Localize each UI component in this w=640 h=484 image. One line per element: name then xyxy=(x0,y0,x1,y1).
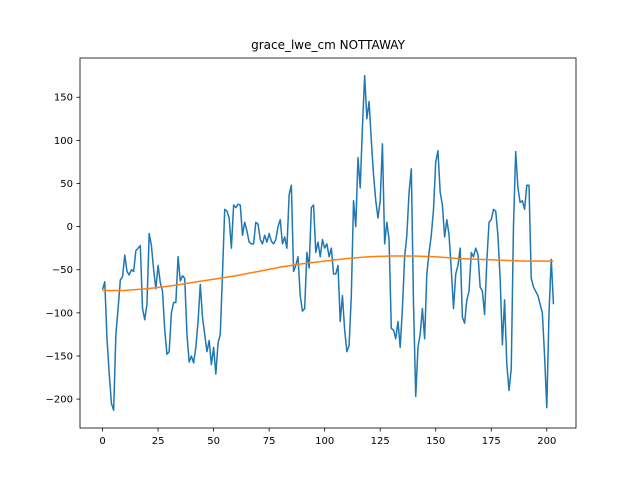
x-tick-label: 200 xyxy=(537,436,556,447)
y-tick-label: −200 xyxy=(46,395,73,406)
y-tick-label: 150 xyxy=(54,93,73,104)
x-tick-label: 175 xyxy=(482,436,501,447)
data-line xyxy=(101,74,555,412)
x-tick-label: 25 xyxy=(152,436,165,447)
data-line xyxy=(102,255,554,292)
x-tick-label: 0 xyxy=(99,436,105,447)
x-tick-label: 50 xyxy=(207,436,220,447)
y-tick-label: −150 xyxy=(46,351,73,362)
chart-title: grace_lwe_cm NOTTAWAY xyxy=(251,38,405,52)
x-tick-label: 75 xyxy=(263,436,276,447)
y-tick-label: 0 xyxy=(67,222,73,233)
y-tick-label: −50 xyxy=(52,265,73,276)
x-tick-label: 150 xyxy=(426,436,445,447)
x-tick-label: 125 xyxy=(371,436,390,447)
plot-frame xyxy=(79,57,577,429)
x-tick-label: 100 xyxy=(315,436,334,447)
y-tick-label: −100 xyxy=(46,308,73,319)
y-tick-label: 100 xyxy=(54,136,73,147)
y-tick-label: 50 xyxy=(60,179,73,190)
